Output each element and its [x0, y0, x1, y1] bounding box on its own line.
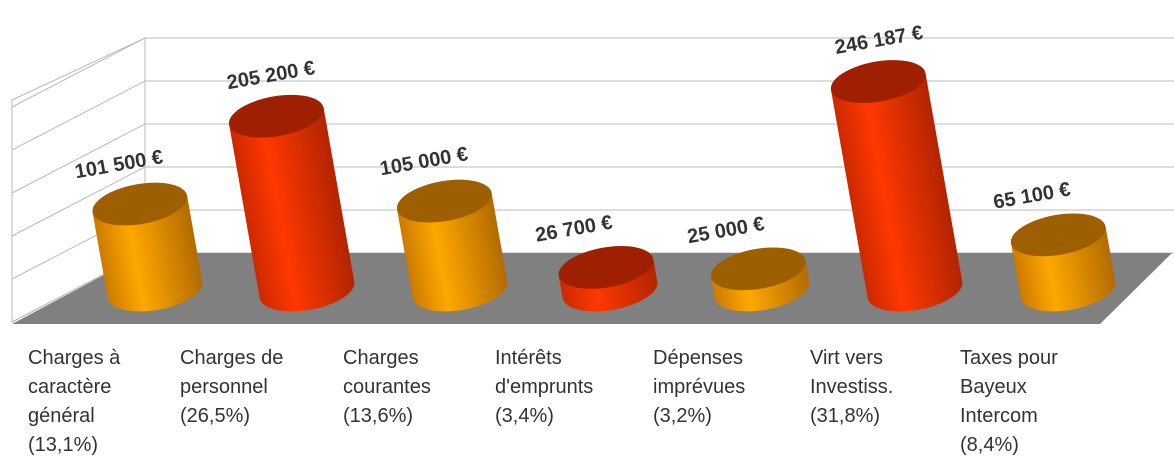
bar	[397, 192, 508, 312]
grid-line	[11, 123, 1174, 194]
category-label: Taxes pour Bayeux Intercom (8,4%)	[960, 347, 1058, 456]
category-label: Charges à caractère général (13,1%)	[28, 347, 121, 456]
grid-line	[11, 37, 1174, 108]
bar-group	[396, 179, 508, 312]
value-label: 25 000 €	[686, 213, 766, 248]
bar-cap	[396, 179, 492, 223]
bar-cap	[92, 182, 188, 226]
bar-group	[228, 94, 355, 312]
grid-line	[11, 166, 1174, 237]
value-label: 26 700 €	[534, 212, 614, 247]
bar-cap	[228, 94, 324, 138]
bar-cap	[830, 60, 926, 103]
bar-cap	[1010, 213, 1106, 257]
value-label: 65 100 €	[992, 179, 1072, 214]
category-label: Charges courantes (13,6%)	[343, 347, 431, 427]
bar-group	[710, 247, 810, 312]
value-label: 105 000 €	[378, 143, 469, 180]
grid-line	[11, 80, 1174, 151]
bar-cap	[558, 245, 654, 289]
bar-cap	[710, 247, 806, 291]
category-label: Intérêts d'emprunts (3,4%)	[495, 347, 594, 427]
category-label: Dépenses imprévues (3,2%)	[653, 347, 746, 427]
bar	[830, 73, 963, 312]
category-label: Charges de personnel (26,5%)	[180, 347, 284, 427]
value-label: 246 187 €	[833, 22, 924, 59]
bar-group	[558, 245, 658, 312]
bar-group	[830, 60, 963, 312]
bar-group	[92, 182, 203, 312]
value-label: 205 200 €	[225, 57, 316, 94]
category-label: Virt vers Investiss. (31,8%)	[810, 347, 894, 427]
bar-group	[1010, 213, 1116, 312]
bar	[229, 107, 355, 312]
